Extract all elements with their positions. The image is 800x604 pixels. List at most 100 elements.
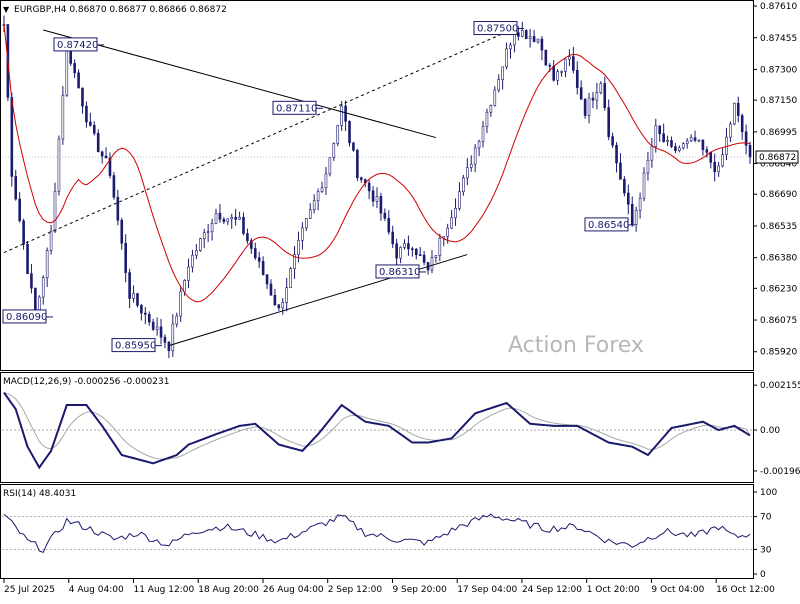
candle-body — [713, 161, 716, 173]
annotation-label: 0.87420 — [57, 40, 98, 51]
rsi-y-tick-label: 0 — [760, 570, 766, 580]
candle-body — [375, 196, 379, 202]
candle-body — [497, 79, 501, 91]
candle-body — [269, 283, 273, 296]
candle-body — [344, 105, 347, 122]
price-panel-title: ▼ EURGBP,H4 0.86870 0.86877 0.86866 0.86… — [3, 5, 227, 15]
candle-body — [685, 140, 689, 144]
candle-body — [446, 227, 449, 237]
rsi-panel-frame — [0, 484, 754, 579]
candle-body — [371, 190, 375, 202]
candle-body — [560, 71, 563, 73]
candle-body — [650, 146, 654, 161]
candle-body — [387, 217, 391, 233]
candle-body — [226, 218, 230, 222]
candle-body — [57, 138, 61, 192]
macd-y-tick-label: 0.002155 — [760, 381, 800, 391]
price-y-tick-label: 0.86380 — [760, 254, 797, 264]
candle-body — [634, 209, 638, 225]
rsi-line — [3, 513, 751, 554]
price-annotation: 0.87420 — [53, 37, 104, 52]
candle-body — [289, 268, 292, 289]
price-y-tick-label: 0.86535 — [760, 222, 797, 232]
price-annotations: 0.87420 0.87500 0.87110 0.86310 0.86540 0.860… — [2, 21, 635, 353]
candle-body — [92, 125, 96, 134]
candle-body — [733, 102, 736, 125]
candle-body — [414, 248, 418, 256]
candle-body — [81, 87, 84, 107]
candle-body — [729, 123, 732, 138]
price-y-tick-label: 0.86995 — [760, 128, 797, 138]
candle-body — [658, 125, 662, 135]
candle-body — [124, 242, 127, 273]
candle-body — [163, 336, 167, 343]
candle-body — [151, 321, 155, 330]
candle-body — [568, 56, 571, 60]
candle-body — [85, 105, 88, 123]
candle-body — [18, 198, 21, 222]
candle-body — [297, 239, 300, 255]
candle-body — [705, 149, 709, 153]
candle-body — [293, 254, 296, 269]
candle-body — [485, 111, 489, 128]
candle-body — [367, 182, 371, 192]
candle-body — [403, 243, 406, 248]
x-tick-label: 9 Sep 20:00 — [392, 585, 447, 595]
candle-body — [748, 145, 752, 158]
candle-body — [422, 254, 426, 263]
candle-body — [73, 63, 76, 74]
price-annotation: 0.86540 — [584, 217, 635, 232]
x-tick-label: 16 Oct 12:00 — [716, 585, 775, 595]
x-tick-label: 26 Aug 04:00 — [263, 585, 324, 595]
candle-body — [744, 131, 748, 146]
candle-body — [619, 162, 622, 180]
annotation-label: 0.87500 — [477, 24, 518, 35]
moving-average — [3, 24, 751, 303]
macd-signal-line — [3, 392, 751, 460]
candle-body — [701, 139, 705, 150]
price-annotation: 0.87500 — [473, 21, 524, 36]
candle-body — [45, 250, 49, 278]
x-tick-label: 24 Sep 12:00 — [522, 585, 582, 595]
rsi-indicator: 100 70 30 0 — [2, 488, 777, 580]
candle-body — [316, 191, 320, 201]
candle-body — [273, 295, 277, 306]
candle-body — [187, 266, 190, 281]
candle-body — [144, 312, 147, 315]
candle-body — [100, 151, 104, 157]
x-tick-label: 9 Oct 04:00 — [651, 585, 704, 595]
price-y-tick-label: 0.87610 — [760, 2, 797, 12]
candle-body — [399, 247, 402, 259]
candle-body — [481, 126, 485, 142]
candle-body — [77, 72, 80, 89]
candle-body — [336, 125, 340, 144]
candle-body — [167, 342, 171, 352]
candle-body — [697, 139, 701, 142]
candle-body — [611, 136, 614, 146]
candle-body — [454, 207, 457, 219]
candle-body — [128, 272, 131, 299]
moving-average-line — [3, 24, 751, 303]
candle-body — [623, 179, 626, 194]
candle-body — [674, 146, 677, 151]
candle-body — [709, 152, 713, 163]
ohlc-label: EURGBP,H4 0.86870 0.86877 0.86866 0.8687… — [14, 5, 227, 15]
price-y-tick-label: 0.87150 — [760, 96, 797, 106]
candle-body — [579, 87, 583, 100]
price-annotation: 0.86310 — [375, 264, 426, 279]
candle-body — [493, 89, 497, 106]
candle-body — [379, 196, 383, 214]
candle-body — [250, 240, 253, 249]
candle-body — [183, 280, 186, 293]
price-y-axis: 0.87610 0.87455 0.87300 0.87150 0.86995 0.868… — [753, 2, 797, 358]
rsi-y-tick-label: 30 — [760, 545, 772, 555]
candle-body — [572, 56, 575, 71]
candle-body — [238, 216, 241, 220]
candle-body — [556, 71, 559, 81]
candle-body — [132, 293, 135, 299]
price-annotation: 0.85950 — [111, 338, 162, 353]
candle-body — [411, 248, 414, 251]
candle-body — [285, 287, 288, 303]
candle-body — [473, 147, 477, 165]
candle-body — [257, 257, 261, 262]
